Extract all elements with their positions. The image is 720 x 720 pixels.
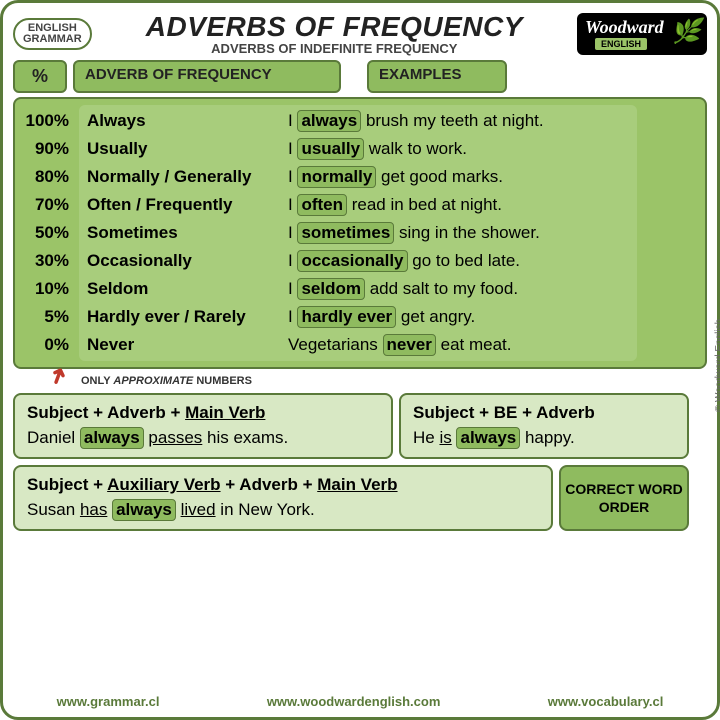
title-block: ADVERBS OF FREQUENCY ADVERBS OF INDEFINI… <box>100 11 569 56</box>
pct-cell: 10% <box>15 279 79 299</box>
pct-cell: 90% <box>15 139 79 159</box>
highlighted-adverb: always <box>297 110 361 132</box>
frequency-table: 100%AlwaysI always brush my teeth at nig… <box>13 97 707 369</box>
example-cell: I often read in bed at night. <box>284 194 637 216</box>
adverb-cell: Sometimes <box>79 223 284 243</box>
highlighted-adverb: occasionally <box>297 250 407 272</box>
grammar-tag: ENGLISH GRAMMAR <box>13 18 92 50</box>
logo-brand: Woodward <box>585 17 664 38</box>
highlighted-adverb: seldom <box>297 278 365 300</box>
formula-2: Subject + BE + Adverb He is always happy… <box>399 393 689 459</box>
fern-icon: 🌿 <box>671 17 701 46</box>
column-headers: % ADVERB OF FREQUENCY EXAMPLES <box>13 60 707 93</box>
footer-links: www.grammar.cl www.woodwardenglish.com w… <box>3 694 717 709</box>
header: ENGLISH GRAMMAR ADVERBS OF FREQUENCY ADV… <box>13 11 707 56</box>
footer-url-2: www.woodwardenglish.com <box>267 694 441 709</box>
table-row: 5%Hardly ever / RarelyI hardly ever get … <box>79 303 637 331</box>
highlighted-adverb: sometimes <box>297 222 394 244</box>
example-cell: Vegetarians never eat meat. <box>284 334 637 356</box>
table-row: 100%AlwaysI always brush my teeth at nig… <box>79 107 637 135</box>
tag-line2: GRAMMAR <box>23 33 82 45</box>
adverb-header: ADVERB OF FREQUENCY <box>73 60 341 93</box>
logo-sub: ENGLISH <box>595 38 647 50</box>
adverb-cell: Always <box>79 111 284 131</box>
example-cell: I hardly ever get angry. <box>284 306 637 328</box>
adverb-cell: Never <box>79 335 284 355</box>
example-cell: I normally get good marks. <box>284 166 637 188</box>
table-row: 90%UsuallyI usually walk to work. <box>79 135 637 163</box>
pct-cell: 0% <box>15 335 79 355</box>
adverb-cell: Usually <box>79 139 284 159</box>
pct-cell: 100% <box>15 111 79 131</box>
table-row: 0%NeverVegetarians never eat meat. <box>79 331 637 359</box>
highlighted-adverb: hardly ever <box>297 306 396 328</box>
adverb-cell: Seldom <box>79 279 284 299</box>
adverb-cell: Normally / Generally <box>79 167 284 187</box>
examples-header: EXAMPLES <box>367 60 507 93</box>
adverb-cell: Occasionally <box>79 251 284 271</box>
correct-word-order-badge: CORRECT WORD ORDER <box>559 465 689 531</box>
example-cell: I sometimes sing in the shower. <box>284 222 637 244</box>
footer-url-1: www.grammar.cl <box>57 694 160 709</box>
adverb-cell: Often / Frequently <box>79 195 284 215</box>
table-row: 30%OccasionallyI occasionally go to bed … <box>79 247 637 275</box>
adverb-cell: Hardly ever / Rarely <box>79 307 284 327</box>
pct-cell: 30% <box>15 251 79 271</box>
footer-url-3: www.vocabulary.cl <box>548 694 664 709</box>
table-row: 10%SeldomI seldom add salt to my food. <box>79 275 637 303</box>
highlighted-adverb: never <box>383 334 436 356</box>
example-cell: I seldom add salt to my food. <box>284 278 637 300</box>
pct-cell: 5% <box>15 307 79 327</box>
example-cell: I occasionally go to bed late. <box>284 250 637 272</box>
main-title: ADVERBS OF FREQUENCY <box>100 11 569 43</box>
table-row: 70%Often / FrequentlyI often read in bed… <box>79 191 637 219</box>
page: Woodward © Woodward English ENGLISH GRAM… <box>0 0 720 720</box>
approximate-note: ➜ ONLY APPROXIMATE NUMBERS <box>81 375 707 387</box>
example-cell: I always brush my teeth at night. <box>284 110 637 132</box>
copyright-text: © Woodward English <box>714 319 720 412</box>
example-cell: I usually walk to work. <box>284 138 637 160</box>
highlighted-adverb: usually <box>297 138 364 160</box>
subtitle: ADVERBS OF INDEFINITE FREQUENCY <box>100 41 569 56</box>
pct-cell: 50% <box>15 223 79 243</box>
formula-1: Subject + Adverb + Main Verb Daniel alwa… <box>13 393 393 459</box>
formula-3: Subject + Auxiliary Verb + Adverb + Main… <box>13 465 553 531</box>
pct-cell: 70% <box>15 195 79 215</box>
highlighted-adverb: normally <box>297 166 376 188</box>
pct-header: % <box>13 60 67 93</box>
table-row: 80%Normally / GenerallyI normally get go… <box>79 163 637 191</box>
table-row: 50%SometimesI sometimes sing in the show… <box>79 219 637 247</box>
formula-section: Subject + Adverb + Main Verb Daniel alwa… <box>13 393 707 531</box>
woodward-logo: 🌿 Woodward ENGLISH <box>577 13 707 55</box>
pct-cell: 80% <box>15 167 79 187</box>
highlighted-adverb: often <box>297 194 347 216</box>
